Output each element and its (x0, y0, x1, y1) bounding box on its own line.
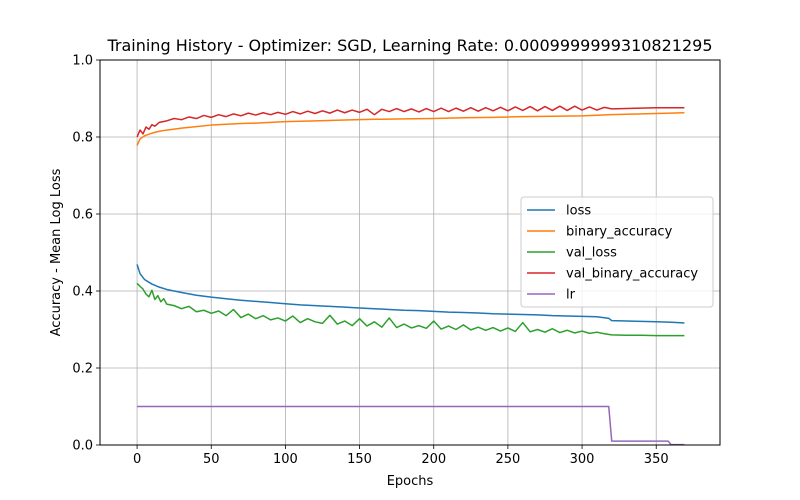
y-tick-label: 0.2 (72, 362, 93, 377)
series-line-val-loss (136, 282, 685, 337)
x-tick-label: 150 (347, 452, 372, 467)
chart-title: Training History - Optimizer: SGD, Learn… (106, 36, 712, 55)
x-tick-label: 50 (203, 452, 220, 467)
y-tick-label: 0.8 (72, 131, 93, 146)
y-axis-label: Accuracy - Mean Log Loss (49, 168, 64, 336)
plot-frame (99, 59, 721, 446)
y-tick-label: 0.6 (72, 208, 93, 223)
series-line-val-binary-accuracy (136, 105, 685, 138)
x-tick-label: 100 (273, 452, 298, 467)
legend-label-val-binary-accuracy: val_binary_accuracy (566, 267, 698, 282)
series-line-binary-accuracy (136, 112, 685, 146)
x-tick-label: 300 (570, 452, 595, 467)
x-tick-label: 250 (495, 452, 520, 467)
x-axis-label: Epochs (387, 474, 434, 489)
series-line-loss (136, 264, 685, 324)
x-tick-label: 350 (644, 452, 669, 467)
x-ticks: 0 50 100 150 200 250 300 350 (133, 445, 669, 467)
legend-label-lr: lr (566, 288, 576, 303)
x-tick-label: 200 (421, 452, 446, 467)
y-tick-label: 0.0 (72, 439, 93, 454)
legend-label-binary-accuracy: binary_accuracy (566, 225, 673, 240)
y-tick-label: 0.4 (72, 285, 93, 300)
legend-frame (520, 196, 714, 308)
y-ticks: 0.0 0.2 0.4 0.6 0.8 1.0 (72, 54, 100, 454)
legend-label-loss: loss (566, 204, 591, 219)
legend-label-val-loss: val_loss (566, 246, 617, 261)
legend: loss binary_accuracy val_loss val_binary_ac… (520, 196, 714, 308)
x-tick-label: 0 (133, 452, 141, 467)
y-tick-label: 1.0 (72, 54, 93, 69)
